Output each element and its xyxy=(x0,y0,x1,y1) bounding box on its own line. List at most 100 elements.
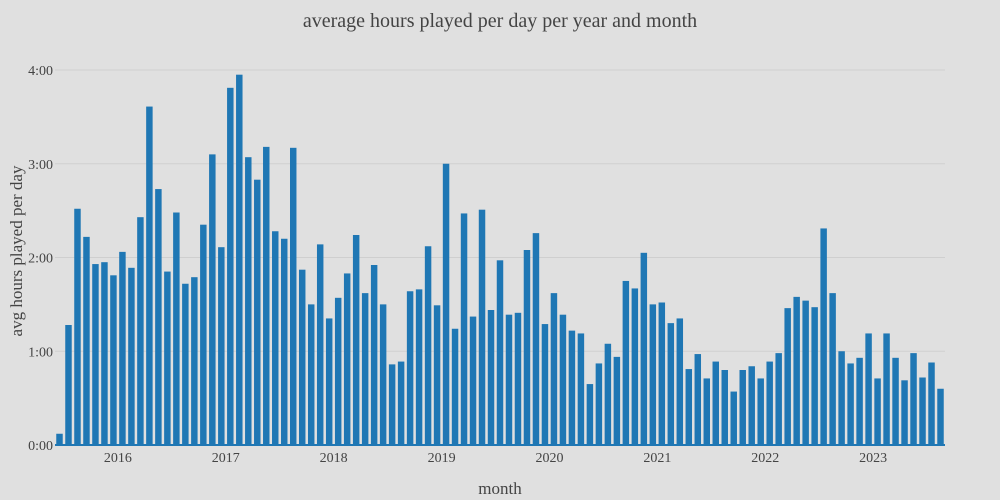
bar-2018-06 xyxy=(379,304,387,445)
bar-2019-04 xyxy=(469,316,477,445)
y-tick-label: 2:00 xyxy=(28,252,53,267)
bar-2021-11 xyxy=(748,366,755,445)
bar-2019-05 xyxy=(478,209,486,445)
bar-2023-07 xyxy=(928,362,935,445)
bar-2022-01 xyxy=(766,361,773,445)
bar-2021-01 xyxy=(658,302,666,445)
bar-2015-12 xyxy=(110,275,117,445)
bar-2021-12 xyxy=(757,378,764,445)
bar-2015-08 xyxy=(74,208,81,445)
bar-2016-03 xyxy=(137,217,144,445)
bar-2018-02 xyxy=(343,273,351,445)
bar-2016-06 xyxy=(164,271,171,445)
bar-2020-01 xyxy=(550,293,558,445)
y-tick-label: 0:00 xyxy=(28,439,53,454)
bar-2023-03 xyxy=(892,357,899,445)
bar-2020-03 xyxy=(568,330,576,445)
bar-2018-12 xyxy=(433,305,441,445)
bar-2023-02 xyxy=(883,333,890,445)
bar-2020-08 xyxy=(613,356,621,445)
bar-2016-01 xyxy=(119,251,126,445)
bar-2016-10 xyxy=(200,224,207,445)
bar-2015-07 xyxy=(65,325,72,445)
bar-2020-06 xyxy=(595,363,603,445)
bar-2017-11 xyxy=(316,244,324,445)
bar-2016-07 xyxy=(173,212,180,445)
bar-2019-02 xyxy=(451,328,459,445)
bar-2016-08 xyxy=(182,283,189,445)
bar-2019-12 xyxy=(541,324,549,445)
bar-2022-02 xyxy=(775,353,782,445)
bar-2021-10 xyxy=(739,370,746,445)
bar-2017-07 xyxy=(281,238,288,445)
bar-2021-07 xyxy=(712,361,719,445)
bar-2020-04 xyxy=(577,333,585,445)
chart-title: average hours played per day per year an… xyxy=(303,10,697,32)
bars xyxy=(56,74,944,445)
bar-2019-06 xyxy=(487,310,495,445)
bar-2019-11 xyxy=(532,233,540,445)
bar-2016-09 xyxy=(191,277,198,445)
bar-2018-01 xyxy=(334,297,342,445)
y-axis-ticks: 0:00 1:00 2:00 3:00 4:00 xyxy=(28,64,53,454)
bar-2022-07 xyxy=(820,228,827,445)
bar-2018-04 xyxy=(361,293,369,445)
bar-2019-01 xyxy=(442,163,450,445)
x-axis-ticks: 2016 2017 2018 2019 2020 2021 2022 2023 xyxy=(104,451,887,466)
bar-2022-05 xyxy=(802,300,809,445)
bar-2016-04 xyxy=(146,106,153,445)
bar-2022-09 xyxy=(838,351,845,445)
bar-2020-10 xyxy=(631,288,639,445)
bar-2021-02 xyxy=(667,323,675,445)
bar-2022-12 xyxy=(865,333,872,445)
bar-2017-08 xyxy=(289,147,297,445)
bar-2018-10 xyxy=(415,289,423,445)
bar-2019-08 xyxy=(505,314,513,445)
bar-2023-01 xyxy=(874,378,881,445)
bar-2018-11 xyxy=(424,246,432,445)
bar-2017-05 xyxy=(263,146,270,445)
bar-2019-09 xyxy=(514,312,522,445)
bar-2022-08 xyxy=(829,293,836,445)
y-tick-label: 3:00 xyxy=(28,158,53,173)
bar-2018-05 xyxy=(370,265,378,445)
bar-2016-12 xyxy=(218,247,225,445)
bar-2023-06 xyxy=(919,377,926,445)
bar-2015-11 xyxy=(101,262,108,445)
bar-2020-07 xyxy=(604,343,612,445)
y-tick-label: 1:00 xyxy=(28,345,53,360)
bar-2020-11 xyxy=(640,252,648,445)
bar-2021-08 xyxy=(721,370,728,445)
bar-2017-09 xyxy=(298,269,306,445)
bar-2016-05 xyxy=(155,189,162,445)
x-tick-label: 2022 xyxy=(751,451,779,466)
x-tick-label: 2016 xyxy=(104,451,132,466)
bar-2022-10 xyxy=(847,363,854,445)
bar-2019-07 xyxy=(496,260,504,445)
y-axis-title: avg hours played per day xyxy=(7,165,26,336)
bar-2020-12 xyxy=(649,304,657,445)
bar-2023-04 xyxy=(901,380,908,445)
bar-2015-06 xyxy=(56,433,63,445)
x-tick-label: 2020 xyxy=(535,451,563,466)
bar-2017-04 xyxy=(254,179,261,445)
bar-2023-05 xyxy=(910,353,917,445)
bar-2017-02 xyxy=(236,74,243,445)
bar-2015-09 xyxy=(83,236,90,445)
x-tick-label: 2019 xyxy=(428,451,456,466)
x-axis-title: month xyxy=(478,479,522,498)
bar-2020-09 xyxy=(622,280,630,445)
bar-2022-11 xyxy=(856,357,863,445)
bar-2017-03 xyxy=(245,157,252,445)
bar-2021-09 xyxy=(730,391,737,445)
bar-2015-10 xyxy=(92,264,99,445)
bar-2021-05 xyxy=(694,354,702,445)
bar-2019-03 xyxy=(460,213,468,445)
bar-2017-12 xyxy=(325,318,333,445)
bar-2018-03 xyxy=(352,235,360,445)
bar-2018-07 xyxy=(388,364,396,445)
bar-2016-02 xyxy=(128,267,135,445)
bar-2019-10 xyxy=(523,250,531,445)
x-tick-label: 2023 xyxy=(859,451,887,466)
